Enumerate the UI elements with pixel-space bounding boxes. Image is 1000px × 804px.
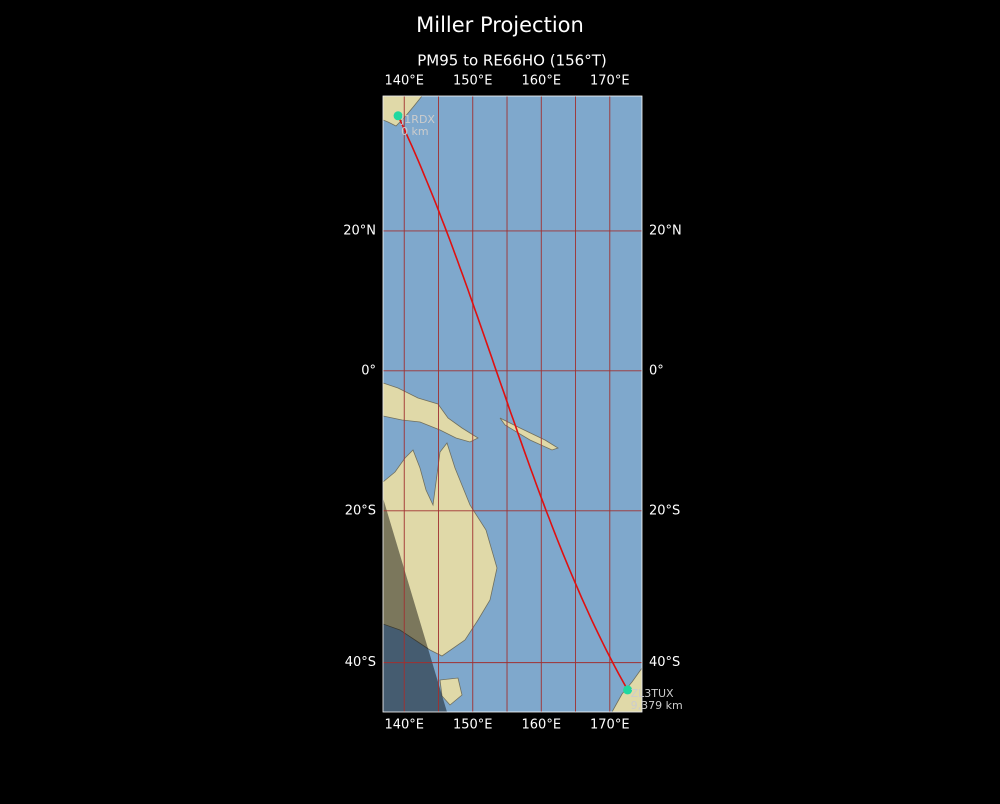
new-guinea <box>383 382 479 443</box>
lon-label-bottom: 150°E <box>453 718 493 733</box>
lon-label-bottom: 170°E <box>590 718 630 733</box>
station-distance: 0 km <box>401 125 429 138</box>
station-call: J1RDX <box>400 113 435 126</box>
solomon-islands <box>499 417 559 451</box>
lon-label-top: 140°E <box>384 74 424 89</box>
graticule <box>383 96 642 712</box>
station-marker <box>623 685 633 695</box>
australia <box>383 442 498 657</box>
map-frame <box>382 95 643 713</box>
route-layer <box>393 111 633 695</box>
japan <box>383 96 423 127</box>
lon-label-bottom: 140°E <box>384 718 424 733</box>
lon-label-top: 170°E <box>590 74 630 89</box>
lon-label-bottom: 160°E <box>522 718 562 733</box>
figure-title: Miller Projection <box>416 13 584 37</box>
lon-label-top: 150°E <box>453 74 493 89</box>
lat-label-right: 40°S <box>649 655 680 670</box>
station-marker <box>393 111 403 121</box>
lat-label-left: 0° <box>361 363 376 378</box>
lat-label-left: 40°S <box>345 655 376 670</box>
lon-label-top: 160°E <box>522 74 562 89</box>
land <box>383 96 642 712</box>
station-distance: 9,379 km <box>631 699 683 712</box>
tasmania <box>439 677 463 706</box>
lat-label-right: 0° <box>649 363 664 378</box>
map-subtitle: PM95 to RE66HO (156°T) <box>417 52 607 70</box>
station-call: ZL3TUX <box>631 687 674 700</box>
map-area <box>383 96 642 712</box>
labels: 140°E 140°E 150°E 150°E 160°E 160°E 170°E 170°E… <box>343 74 682 733</box>
lat-label-left: 20°S <box>345 503 376 518</box>
night-shade <box>383 498 447 712</box>
great-circle-path <box>397 115 629 691</box>
lat-label-left: 20°N <box>343 223 376 238</box>
lat-label-right: 20°S <box>649 503 680 518</box>
lat-label-right: 20°N <box>649 223 682 238</box>
